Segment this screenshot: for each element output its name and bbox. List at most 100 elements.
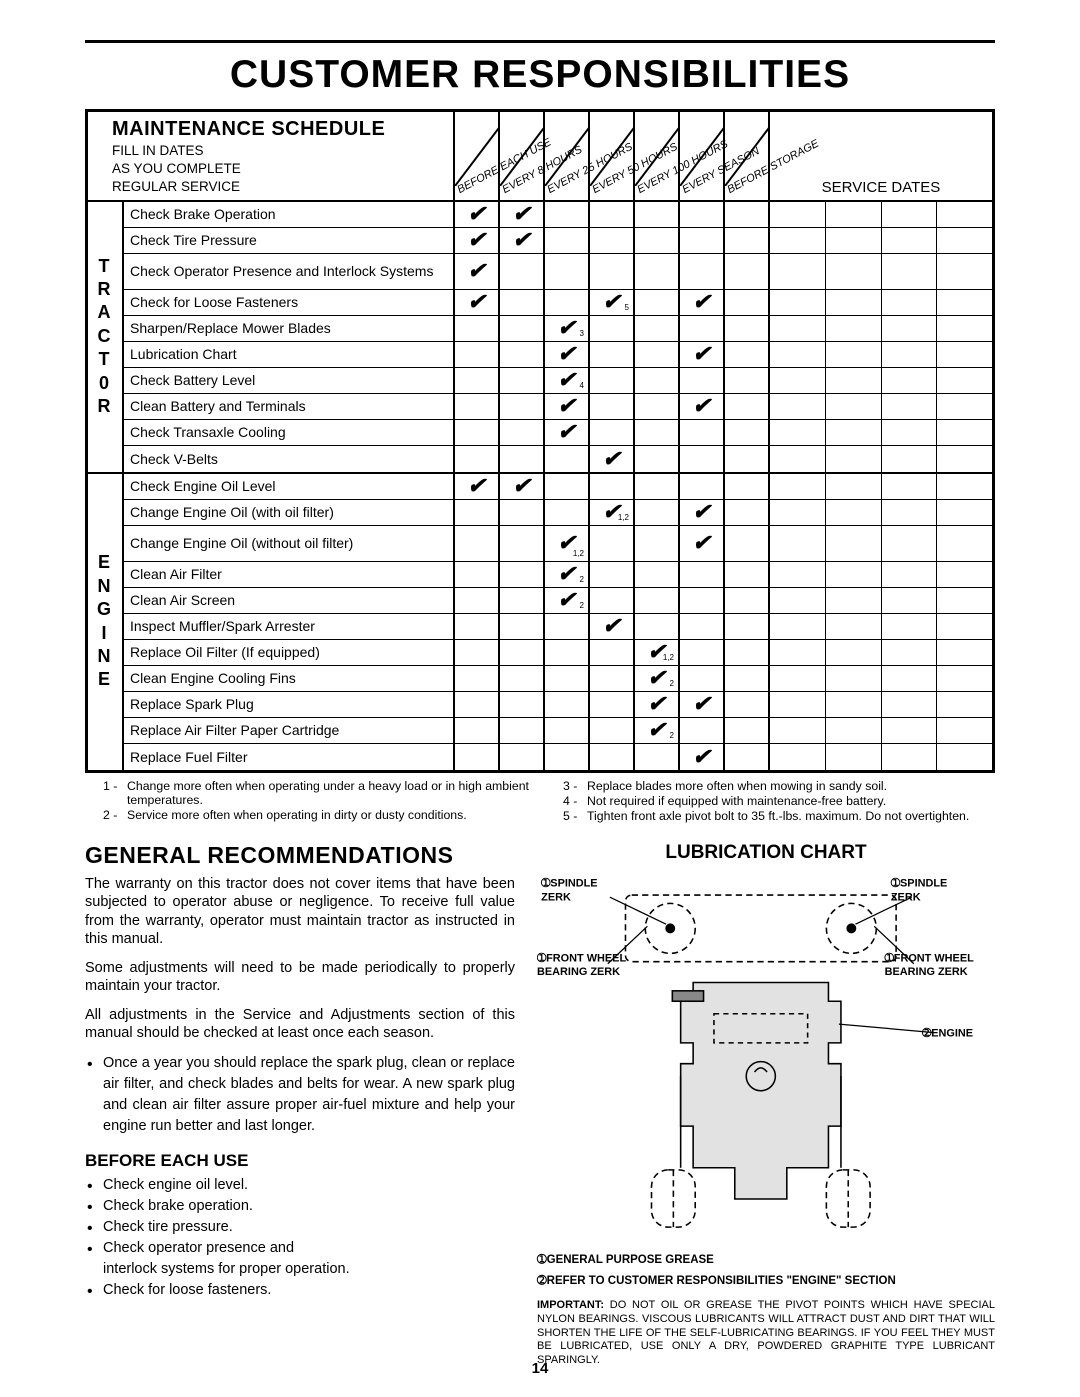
service-date-cell[interactable] — [882, 228, 938, 253]
check-cell — [635, 290, 680, 315]
service-date-cell[interactable] — [770, 368, 826, 393]
service-date-cell[interactable] — [770, 254, 826, 289]
check-icon: ✔ — [557, 395, 575, 417]
service-date-cell[interactable] — [937, 342, 992, 367]
service-date-cell[interactable] — [882, 368, 938, 393]
check-cell — [545, 614, 590, 639]
service-date-cell[interactable] — [937, 394, 992, 419]
service-date-cell[interactable] — [882, 562, 938, 587]
service-date-cell[interactable] — [882, 316, 938, 341]
service-date-cell[interactable] — [770, 526, 826, 561]
service-date-cell[interactable] — [882, 290, 938, 315]
service-date-cell[interactable] — [826, 692, 882, 717]
service-date-cell[interactable] — [882, 474, 938, 499]
service-date-cell[interactable] — [882, 500, 938, 525]
service-date-cell[interactable] — [826, 666, 882, 691]
service-date-cell[interactable] — [770, 562, 826, 587]
service-date-cell[interactable] — [826, 368, 882, 393]
service-date-cell[interactable] — [770, 692, 826, 717]
service-date-cell[interactable] — [826, 640, 882, 665]
service-date-cell[interactable] — [826, 290, 882, 315]
check-cell: ✔1,2 — [635, 640, 680, 665]
service-date-cell[interactable] — [882, 640, 938, 665]
service-date-cell[interactable] — [770, 588, 826, 613]
service-date-cell[interactable] — [770, 342, 826, 367]
service-date-cell[interactable] — [882, 744, 938, 770]
schedule-heading: MAINTENANCE SCHEDULE — [112, 118, 445, 141]
service-date-cell[interactable] — [882, 588, 938, 613]
service-date-cell[interactable] — [826, 474, 882, 499]
service-date-cell[interactable] — [882, 420, 938, 445]
service-date-cell[interactable] — [937, 202, 992, 227]
service-date-cell[interactable] — [826, 420, 882, 445]
service-date-cell[interactable] — [770, 744, 826, 770]
service-date-cell[interactable] — [770, 202, 826, 227]
service-date-cell[interactable] — [937, 228, 992, 253]
check-cell: ✔2 — [545, 588, 590, 613]
service-date-cell[interactable] — [937, 640, 992, 665]
service-date-cell[interactable] — [826, 254, 882, 289]
service-date-cell[interactable] — [937, 744, 992, 770]
service-date-cell[interactable] — [770, 666, 826, 691]
service-date-cell[interactable] — [937, 718, 992, 743]
service-date-cell[interactable] — [882, 394, 938, 419]
service-date-cell[interactable] — [770, 316, 826, 341]
service-date-cell[interactable] — [770, 290, 826, 315]
service-date-cell[interactable] — [770, 500, 826, 525]
service-date-cell[interactable] — [882, 254, 938, 289]
service-date-cell[interactable] — [937, 316, 992, 341]
service-date-cell[interactable] — [770, 420, 826, 445]
service-date-cell[interactable] — [826, 342, 882, 367]
service-date-cell[interactable] — [882, 526, 938, 561]
service-date-cell[interactable] — [882, 692, 938, 717]
task-label: Sharpen/Replace Mower Blades — [124, 316, 455, 341]
service-date-cell[interactable] — [826, 228, 882, 253]
before-item: interlock systems for proper operation. — [103, 1259, 515, 1280]
service-date-cell[interactable] — [937, 500, 992, 525]
service-date-cell[interactable] — [770, 718, 826, 743]
service-date-cell[interactable] — [937, 692, 992, 717]
service-date-cell[interactable] — [937, 420, 992, 445]
service-date-cell[interactable] — [882, 666, 938, 691]
service-date-cell[interactable] — [937, 588, 992, 613]
service-date-cell[interactable] — [826, 316, 882, 341]
check-cell — [590, 394, 635, 419]
service-date-cell[interactable] — [937, 474, 992, 499]
service-date-cell[interactable] — [826, 526, 882, 561]
service-date-cell[interactable] — [826, 446, 882, 472]
service-date-cell[interactable] — [937, 290, 992, 315]
service-date-cell[interactable] — [937, 254, 992, 289]
service-date-cell[interactable] — [826, 614, 882, 639]
service-date-cell[interactable] — [882, 342, 938, 367]
service-date-cell[interactable] — [937, 526, 992, 561]
service-date-cell[interactable] — [770, 614, 826, 639]
service-date-cell[interactable] — [826, 202, 882, 227]
service-date-cell[interactable] — [826, 588, 882, 613]
service-date-cell[interactable] — [937, 368, 992, 393]
service-date-cell[interactable] — [826, 500, 882, 525]
service-date-cell[interactable] — [882, 614, 938, 639]
check-cell: ✔ — [680, 290, 725, 315]
service-date-cell[interactable] — [826, 744, 882, 770]
check-cell — [545, 718, 590, 743]
service-date-cell[interactable] — [770, 228, 826, 253]
service-date-cell[interactable] — [937, 446, 992, 472]
service-date-cell[interactable] — [770, 474, 826, 499]
service-date-cell[interactable] — [826, 718, 882, 743]
service-date-cell[interactable] — [826, 394, 882, 419]
service-date-cell[interactable] — [770, 640, 826, 665]
table-row: Check V-Belts✔ — [124, 446, 992, 472]
check-cell — [545, 202, 590, 227]
service-date-cell[interactable] — [937, 562, 992, 587]
service-date-cell[interactable] — [937, 666, 992, 691]
service-date-cell[interactable] — [882, 202, 938, 227]
service-date-cell[interactable] — [826, 562, 882, 587]
service-date-cell[interactable] — [882, 446, 938, 472]
service-date-cell[interactable] — [937, 614, 992, 639]
check-cell: ✔ — [455, 290, 500, 315]
task-label: Inspect Muffler/Spark Arrester — [124, 614, 455, 639]
service-date-cell[interactable] — [770, 394, 826, 419]
check-cell — [680, 420, 725, 445]
service-date-cell[interactable] — [882, 718, 938, 743]
service-date-cell[interactable] — [770, 446, 826, 472]
